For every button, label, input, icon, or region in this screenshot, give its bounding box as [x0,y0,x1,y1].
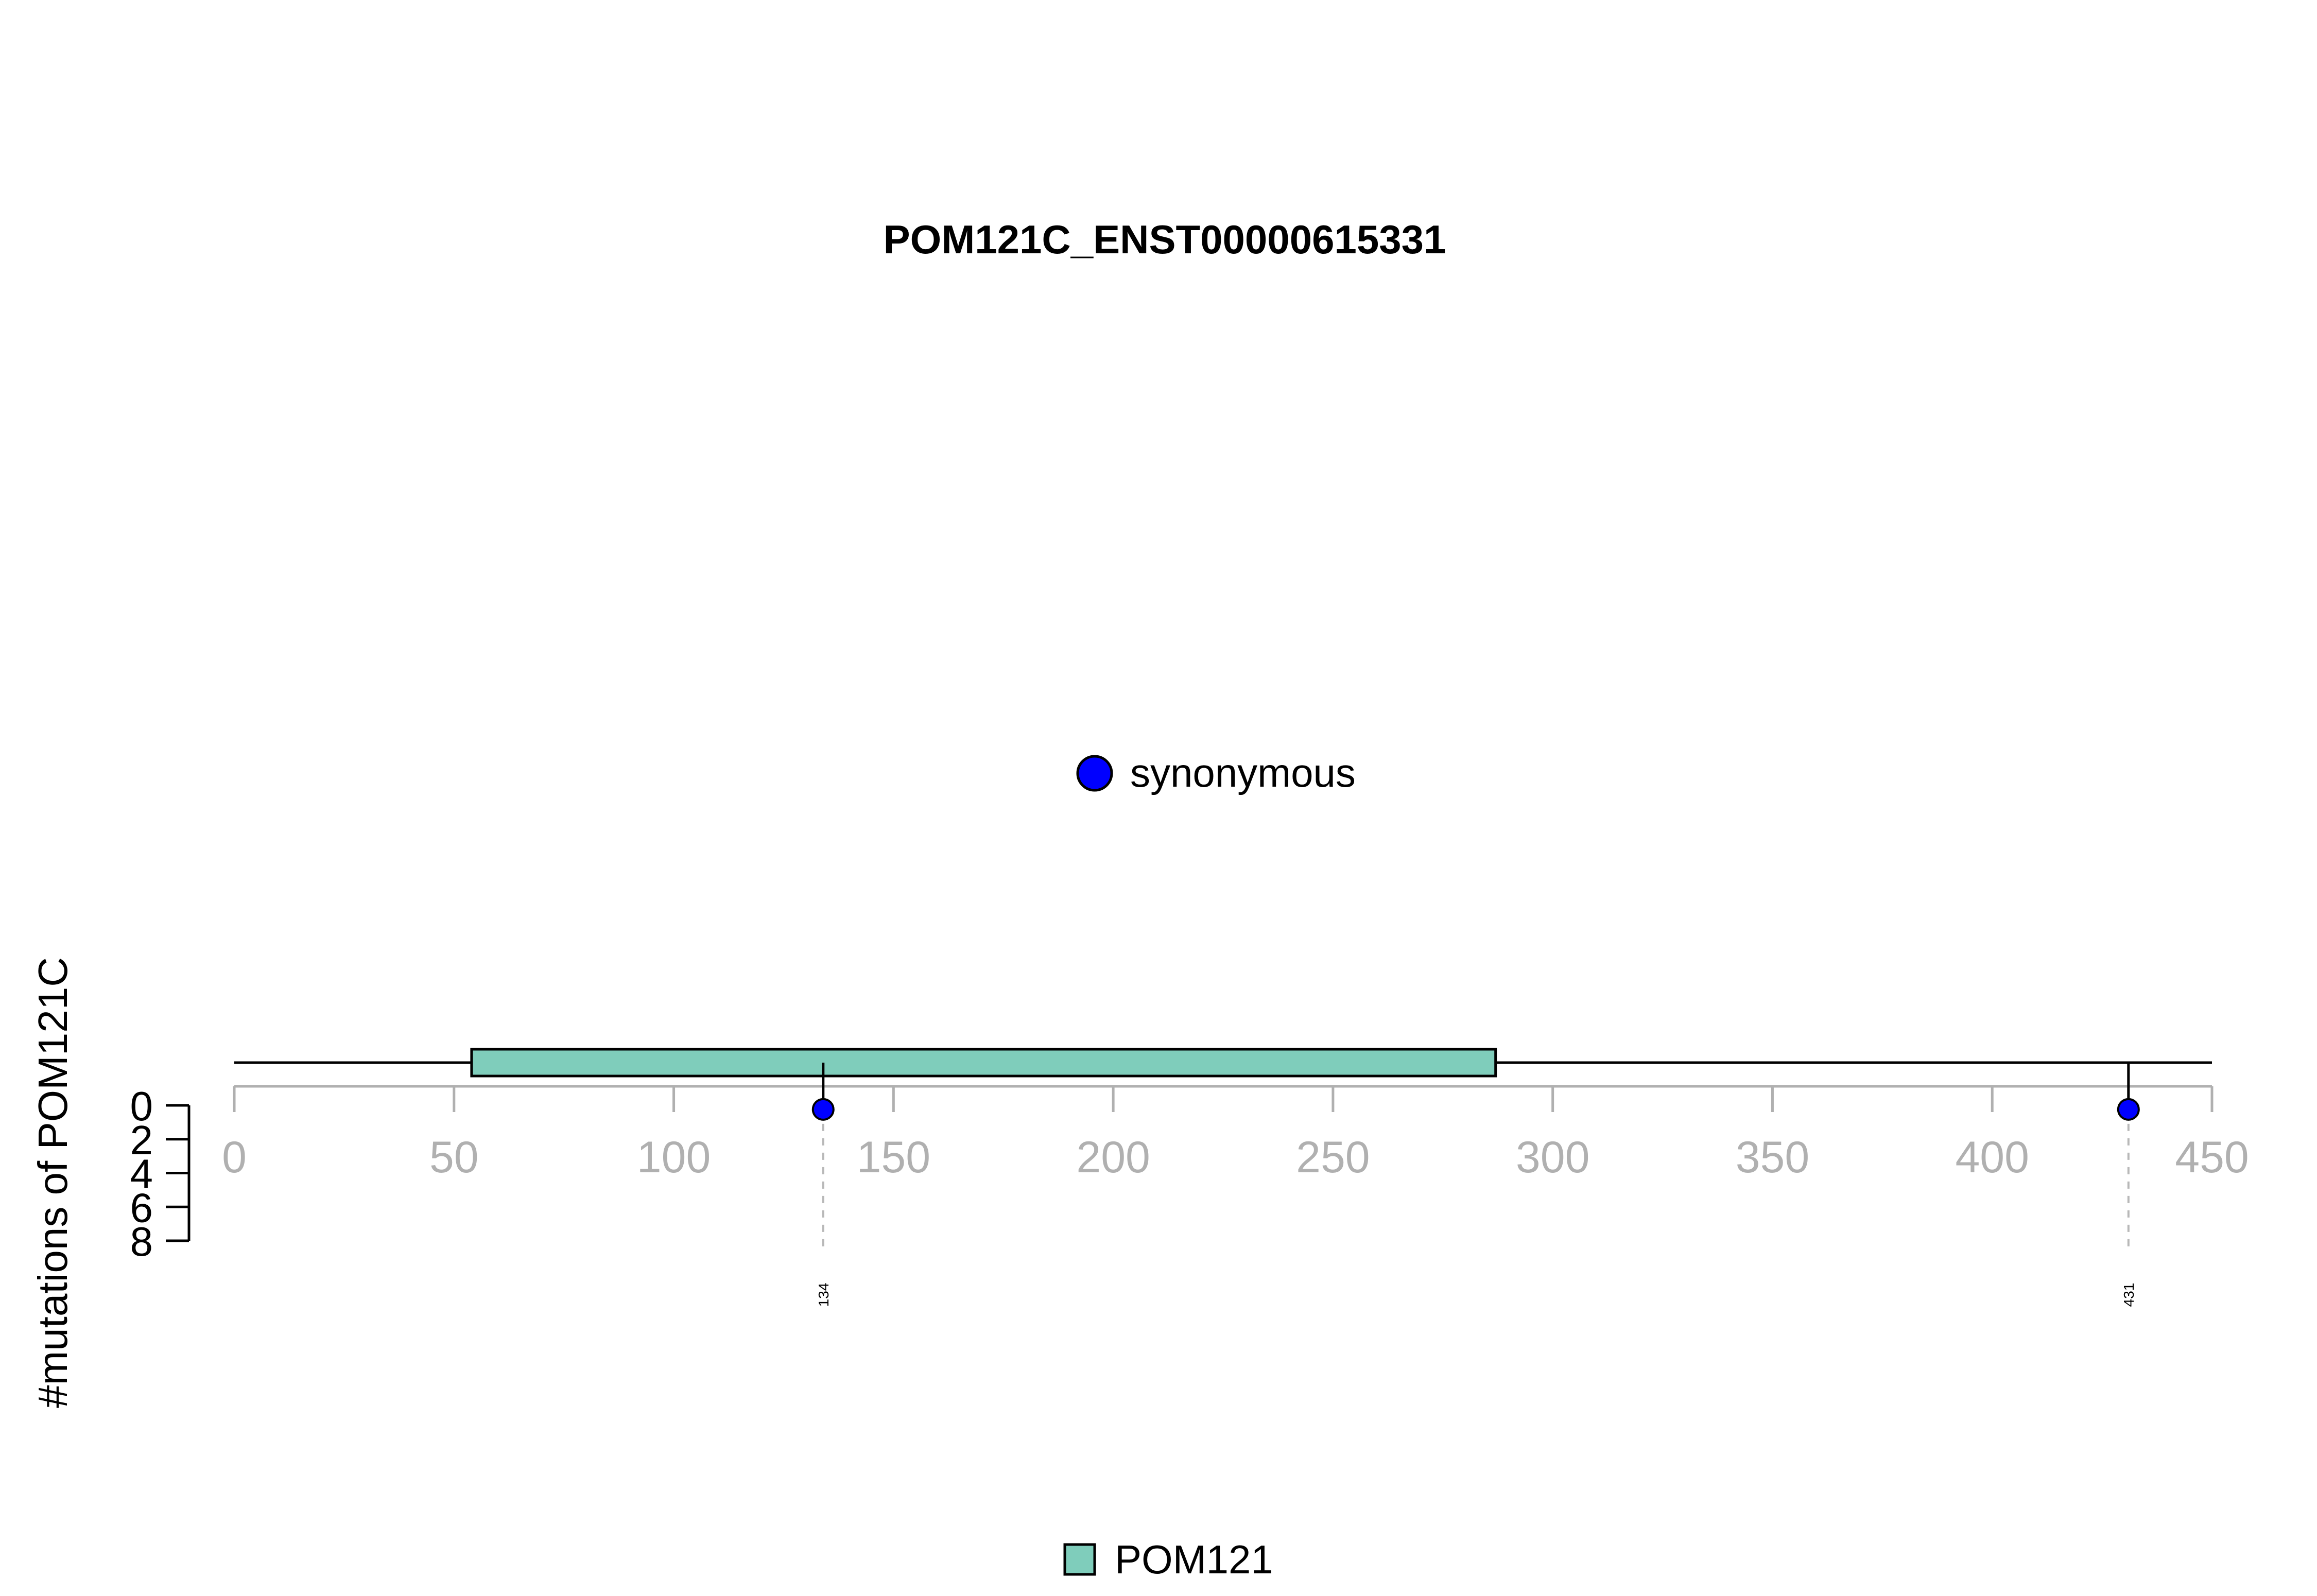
domain-pom121 [470,1048,1497,1078]
x-tick-label-300: 300 [1516,1133,1590,1182]
x-tick-label-50: 50 [429,1133,479,1182]
x-tick-label-0: 0 [222,1133,247,1182]
x-tick-label-350: 350 [1736,1133,1810,1182]
legend-synonymous-marker [1076,755,1113,792]
x-tick-label-250: 250 [1296,1133,1370,1182]
mutation-134-label: 134 [816,1283,832,1307]
x-tick-label-150: 150 [857,1133,931,1182]
x-tick-label-100: 100 [637,1133,711,1182]
legend-synonymous-label: synonymous [1130,750,1356,795]
y-tick-label-0: 0 [130,1083,153,1129]
y-tick-label-8: 8 [130,1219,153,1264]
x-tick-label-450: 450 [2175,1133,2249,1182]
legend-pom121-swatch [1063,1543,1096,1576]
y-axis-label: #mutations of POM121C [30,957,76,1408]
legend-pom121-label: POM121 [1115,1537,1273,1582]
x-tick-label-400: 400 [1955,1133,2029,1182]
y-tick-label-4: 4 [130,1151,153,1197]
mutation-431-label: 431 [2121,1283,2137,1307]
domain-legend: POM121 [1063,1537,1273,1582]
mutation-134-marker [811,1098,835,1121]
mutation-431-marker [2117,1098,2140,1121]
chart-title: POM121C_ENST00000615331 [884,217,1446,262]
y-tick-label-6: 6 [130,1185,153,1230]
y-tick-label-2: 2 [130,1117,153,1163]
mutation-type-legend: synonymous [1076,750,1356,795]
x-tick-label-200: 200 [1076,1133,1150,1182]
